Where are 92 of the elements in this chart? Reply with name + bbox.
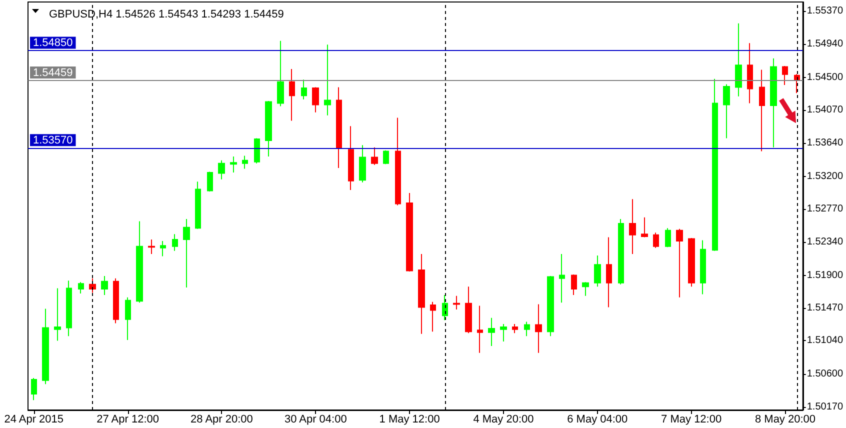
x-tick-label: 24 Apr 2015 <box>4 414 64 426</box>
candlestick <box>688 237 695 288</box>
y-tick-label: 1.53640 <box>806 137 844 148</box>
candlestick <box>524 321 530 337</box>
candlestick <box>782 65 788 86</box>
candlestick <box>254 138 260 164</box>
candlestick <box>277 40 284 107</box>
candlestick <box>371 146 378 166</box>
candlestick <box>383 150 389 165</box>
candlestick <box>207 171 213 192</box>
candlestick <box>477 305 483 354</box>
candlestick <box>594 254 601 288</box>
candlestick <box>418 253 425 334</box>
candlestick <box>770 58 777 148</box>
y-tick-label: 1.55370 <box>806 6 844 17</box>
candlestick <box>571 274 577 296</box>
candlestick <box>289 68 295 122</box>
y-tick-label: 1.52770 <box>806 204 844 215</box>
candlestick <box>453 295 460 310</box>
y-tick-label: 1.50170 <box>806 401 844 412</box>
candlestick <box>488 317 495 347</box>
y-tick-label: 1.51040 <box>806 335 844 346</box>
candlestick <box>759 69 765 152</box>
candlestick <box>747 42 753 104</box>
x-tick-label: 30 Apr 04:00 <box>284 414 347 426</box>
candlestick <box>712 78 718 252</box>
candlestick <box>172 234 178 252</box>
candlestick <box>641 216 648 238</box>
candlestick <box>136 220 143 304</box>
candlestick <box>700 240 706 295</box>
x-tick-label: 28 Apr 20:00 <box>190 414 253 426</box>
candlestick <box>465 286 472 334</box>
candlestick <box>406 192 413 272</box>
y-tick-label: 1.50600 <box>806 368 844 380</box>
ref-line-label: 1.54850 <box>33 37 73 50</box>
ref-line-label: 1.53570 <box>33 134 73 147</box>
y-tick-label: 1.54070 <box>806 104 844 116</box>
candlestick <box>582 282 589 296</box>
candlestick <box>66 280 72 337</box>
candlestick <box>348 126 354 191</box>
ref-line-label: 1.54459 <box>33 66 73 79</box>
candlestick <box>336 86 342 168</box>
candlestick <box>606 236 612 308</box>
x-tick-label: 27 Apr 12:00 <box>96 414 159 426</box>
candlestick <box>618 218 624 285</box>
y-tick-label: 1.54500 <box>806 72 844 83</box>
candlestick <box>723 84 730 139</box>
x-tick-label: 7 May 12:00 <box>661 414 722 426</box>
candlestick <box>559 253 565 304</box>
candlestick <box>101 276 108 296</box>
candlestick <box>430 301 436 332</box>
candlestick <box>500 323 507 342</box>
candlestick <box>735 22 742 97</box>
candlestick <box>359 144 366 183</box>
text: GBPUSD,H4 1.54526 1.54543 1.54293 1.54459 <box>49 8 284 20</box>
candlestick <box>442 294 448 321</box>
candlestick <box>78 282 84 294</box>
x-tick-label: 4 May 20:00 <box>473 414 534 426</box>
candlestick <box>653 232 659 248</box>
y-tick-label: 1.52340 <box>806 236 844 248</box>
candlestick <box>665 228 671 248</box>
y-tick-label: 1.51470 <box>806 302 844 314</box>
candlestick <box>31 378 37 401</box>
candlestick <box>113 278 119 324</box>
candlestick <box>301 79 307 100</box>
x-tick-label: 1 May 12:00 <box>379 414 440 426</box>
candlestick <box>230 156 237 174</box>
candlestick <box>125 296 131 340</box>
candlestick <box>547 276 554 337</box>
candlestick <box>242 155 248 170</box>
candlestick <box>54 288 61 342</box>
candlestick <box>89 278 96 294</box>
candlestick <box>512 323 518 334</box>
candlestick <box>160 240 166 257</box>
candlestick <box>535 304 542 354</box>
candlestick <box>42 308 49 385</box>
candlestick <box>794 74 800 94</box>
candlestick <box>195 181 201 230</box>
x-tick-label: 8 May 20:00 <box>754 414 816 426</box>
x-tick-label: 6 May 04:00 <box>567 414 628 426</box>
candlestick <box>324 44 331 116</box>
candlestick <box>312 86 319 113</box>
y-tick-label: 1.51900 <box>806 270 844 281</box>
y-tick-label: 1.54940 <box>806 38 844 50</box>
candlestick <box>183 218 190 288</box>
candlestick <box>676 228 683 298</box>
candlestick <box>265 100 272 158</box>
candlestick <box>395 117 401 206</box>
candlestick <box>148 238 155 254</box>
candlestick <box>218 160 225 180</box>
y-tick-label: 1.53200 <box>806 170 844 182</box>
candlestick <box>629 198 636 254</box>
